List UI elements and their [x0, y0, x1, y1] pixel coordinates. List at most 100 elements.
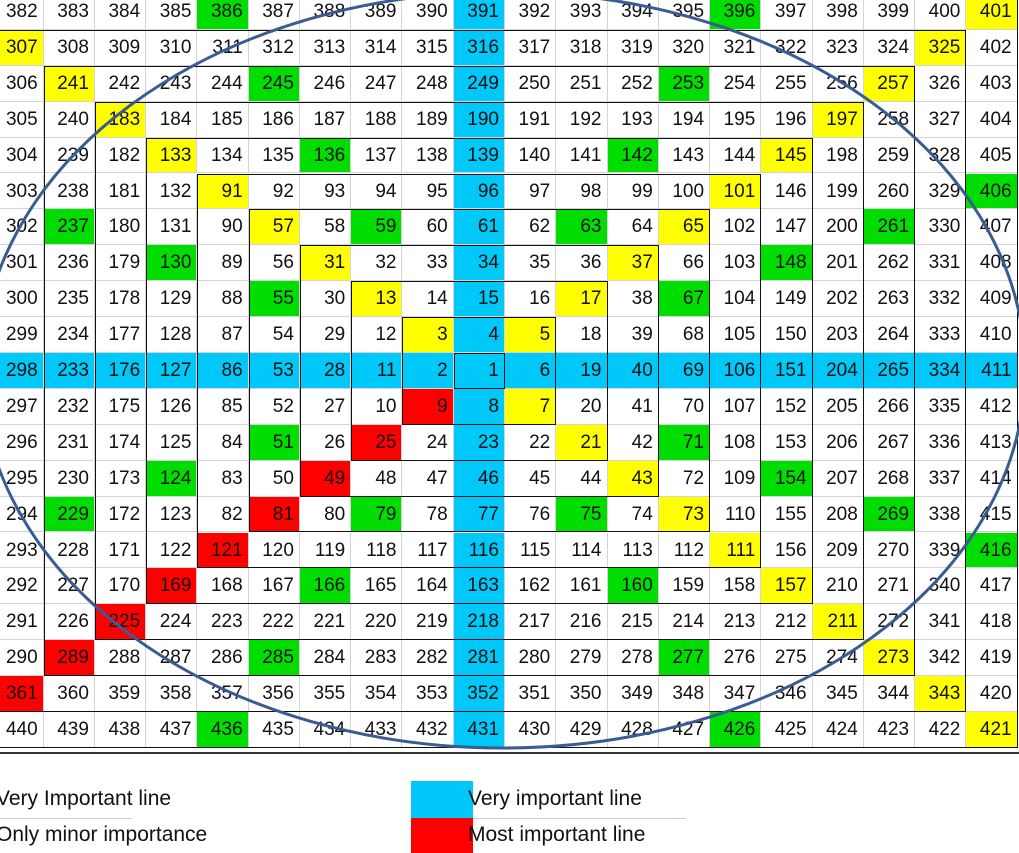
cell[interactable]: 277 [658, 640, 711, 677]
cell[interactable]: 178 [94, 281, 147, 318]
cell[interactable]: 39 [607, 317, 659, 353]
cell[interactable]: 139 [453, 137, 505, 174]
cell[interactable]: 114 [556, 532, 608, 569]
cell[interactable]: 235 [43, 281, 95, 318]
cell[interactable]: 290 [0, 640, 44, 677]
cell[interactable]: 334 [915, 353, 967, 389]
cell[interactable]: 341 [915, 604, 967, 641]
cell[interactable]: 330 [915, 209, 967, 246]
cell[interactable]: 224 [146, 604, 198, 641]
cell[interactable]: 282 [402, 640, 454, 677]
cell[interactable]: 411 [966, 353, 1018, 389]
cell[interactable]: 115 [505, 532, 557, 569]
cell[interactable]: 412 [966, 388, 1018, 425]
cell[interactable]: 15 [453, 281, 505, 318]
cell[interactable]: 163 [453, 568, 505, 605]
cell[interactable]: 189 [402, 101, 454, 138]
cell[interactable]: 326 [915, 65, 967, 102]
cell[interactable]: 359 [94, 676, 147, 712]
cell[interactable]: 96 [453, 173, 505, 210]
cell[interactable]: 234 [43, 317, 95, 353]
cell[interactable]: 415 [966, 496, 1018, 533]
cell[interactable]: 34 [453, 245, 505, 282]
cell[interactable]: 36 [556, 245, 608, 282]
cell[interactable]: 158 [710, 568, 762, 605]
cell[interactable]: 1 [453, 353, 505, 389]
cell[interactable]: 394 [607, 0, 659, 30]
cell[interactable]: 91 [197, 173, 249, 210]
cell[interactable]: 88 [197, 281, 249, 318]
cell[interactable]: 231 [43, 424, 95, 461]
cell[interactable]: 303 [0, 173, 44, 210]
cell[interactable]: 265 [863, 353, 916, 389]
cell[interactable]: 311 [197, 29, 249, 66]
cell[interactable]: 190 [453, 101, 505, 138]
cell[interactable]: 132 [146, 173, 198, 210]
cell[interactable]: 107 [710, 388, 762, 425]
cell[interactable]: 253 [658, 65, 711, 102]
cell[interactable]: 259 [863, 137, 916, 174]
cell[interactable]: 23 [453, 424, 505, 461]
cell[interactable]: 430 [505, 712, 557, 748]
cell[interactable]: 387 [248, 0, 300, 30]
cell[interactable]: 180 [94, 209, 147, 246]
cell[interactable]: 45 [505, 460, 557, 497]
cell[interactable]: 169 [146, 568, 198, 605]
cell[interactable]: 414 [966, 460, 1018, 497]
cell[interactable]: 166 [299, 568, 352, 605]
cell[interactable]: 426 [710, 712, 762, 748]
cell[interactable]: 333 [915, 317, 967, 353]
cell[interactable]: 131 [146, 209, 198, 246]
cell[interactable]: 434 [299, 712, 352, 748]
cell[interactable]: 79 [351, 496, 403, 533]
cell[interactable]: 438 [94, 712, 147, 748]
cell[interactable]: 286 [197, 640, 249, 677]
cell[interactable]: 302 [0, 209, 44, 246]
cell[interactable]: 160 [607, 568, 659, 605]
cell[interactable]: 175 [94, 388, 147, 425]
cell[interactable]: 349 [607, 676, 659, 712]
cell[interactable]: 164 [402, 568, 454, 605]
cell[interactable]: 236 [43, 245, 95, 282]
cell[interactable]: 58 [299, 209, 352, 246]
cell[interactable]: 121 [197, 532, 249, 569]
cell[interactable]: 293 [0, 532, 44, 569]
cell[interactable]: 138 [402, 137, 454, 174]
cell[interactable]: 393 [556, 0, 608, 30]
cell[interactable]: 249 [453, 65, 505, 102]
cell[interactable]: 71 [658, 424, 711, 461]
cell[interactable]: 355 [299, 676, 352, 712]
cell[interactable]: 413 [966, 424, 1018, 461]
cell[interactable]: 151 [761, 353, 813, 389]
cell[interactable]: 63 [556, 209, 608, 246]
cell[interactable]: 232 [43, 388, 95, 425]
cell[interactable]: 54 [248, 317, 300, 353]
cell[interactable]: 429 [556, 712, 608, 748]
cell[interactable]: 144 [710, 137, 762, 174]
cell[interactable]: 339 [915, 532, 967, 569]
cell[interactable]: 285 [248, 640, 300, 677]
cell[interactable]: 266 [863, 388, 916, 425]
cell[interactable]: 214 [658, 604, 711, 641]
cell[interactable]: 204 [812, 353, 864, 389]
cell[interactable]: 126 [146, 388, 198, 425]
cell[interactable]: 226 [43, 604, 95, 641]
cell[interactable]: 127 [146, 353, 198, 389]
cell[interactable]: 146 [761, 173, 813, 210]
cell[interactable]: 267 [863, 424, 916, 461]
cell[interactable]: 22 [505, 424, 557, 461]
cell[interactable]: 310 [146, 29, 198, 66]
cell[interactable]: 416 [966, 532, 1018, 569]
cell[interactable]: 320 [658, 29, 711, 66]
cell[interactable]: 301 [0, 245, 44, 282]
cell[interactable]: 182 [94, 137, 147, 174]
cell[interactable]: 69 [658, 353, 711, 389]
cell[interactable]: 124 [146, 460, 198, 497]
cell[interactable]: 10 [351, 388, 403, 425]
cell[interactable]: 162 [505, 568, 557, 605]
cell[interactable]: 223 [197, 604, 249, 641]
cell[interactable]: 208 [812, 496, 864, 533]
cell[interactable]: 74 [607, 496, 659, 533]
cell[interactable]: 247 [351, 65, 403, 102]
cell[interactable]: 211 [812, 604, 864, 641]
